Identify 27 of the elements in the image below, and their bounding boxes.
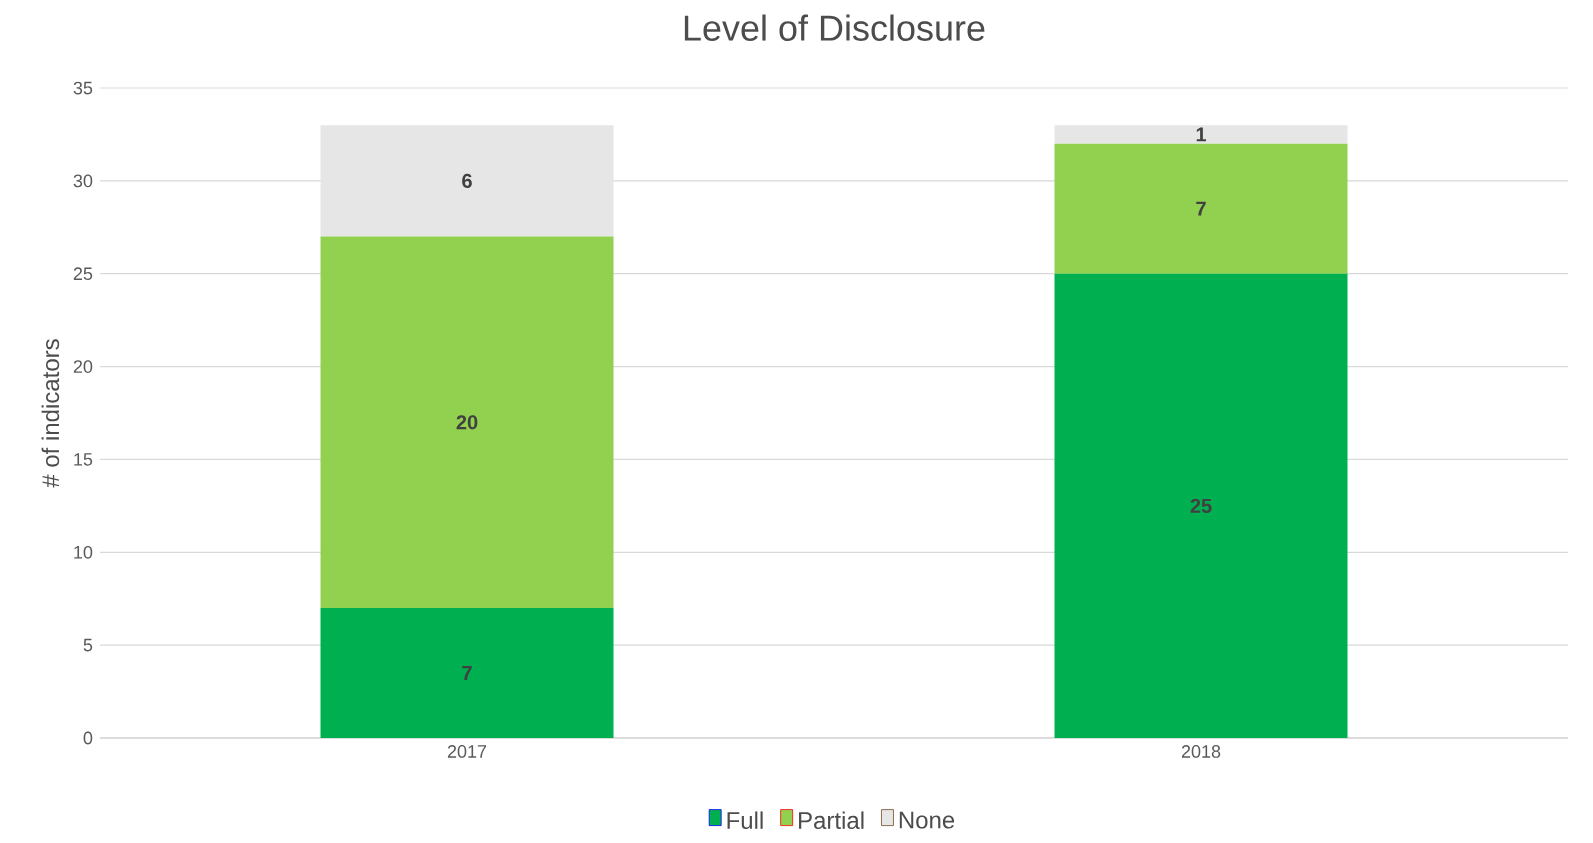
legend-label: None [899,811,955,829]
y-tick-label: 15 [74,453,93,466]
data-label: 6 [462,173,472,188]
bar [1054,125,1348,144]
data-label: 7 [1196,201,1206,216]
x-tick-label: 2018 [1181,745,1221,758]
bar [320,125,614,237]
bar [320,236,614,609]
y-tick-label: 10 [74,545,93,559]
bar [1054,273,1348,739]
y-tick-label: 0 [83,731,93,745]
y-tick-label: 35 [73,81,93,95]
y-tick-label: 25 [73,267,93,281]
x-tick-label: 2017 [447,745,487,758]
legend-label: Full [727,811,763,830]
data-label: 7 [462,666,472,680]
y-tick-label: 20 [73,360,93,373]
bar [1054,143,1348,274]
y-tick-label: 30 [73,174,93,188]
data-label: 20 [456,415,478,430]
data-label: 25 [1190,498,1212,513]
y-tick-label: 5 [83,638,93,652]
data-label: 1 [1196,127,1207,142]
bar [320,608,614,739]
y-axis-title: # of indicators [41,339,60,488]
legend-label: Partial [799,811,864,830]
chart-title: Level of Disclosure [684,14,985,41]
